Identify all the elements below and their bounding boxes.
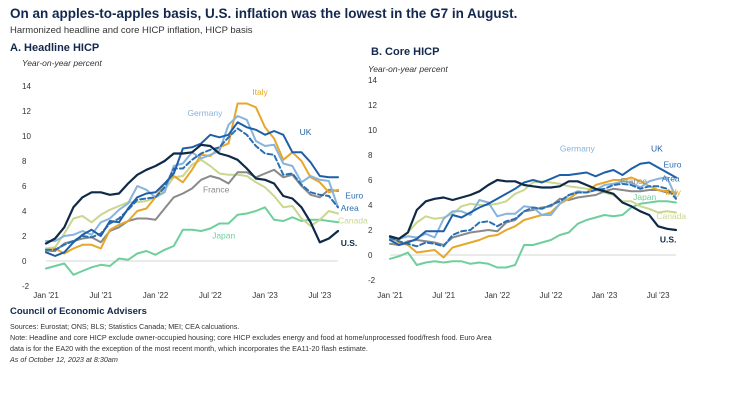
footer-note-line1: Note: Headline and core HICP exclude own… bbox=[10, 333, 492, 342]
b-ytick-label: 6 bbox=[368, 176, 373, 185]
a-series-line-france bbox=[45, 168, 339, 252]
panel-a-ylabel: Year-on-year percent bbox=[22, 58, 102, 68]
b-series-line-uk bbox=[389, 161, 677, 246]
a-ytick-label: 2 bbox=[22, 232, 27, 241]
b-series-label-france: France bbox=[621, 176, 648, 186]
b-ytick-label: 14 bbox=[368, 76, 377, 85]
a-xtick-label: Jul '22 bbox=[199, 291, 222, 300]
a-xtick-label: Jul '21 bbox=[89, 291, 112, 300]
a-ytick-label: 0 bbox=[22, 257, 27, 266]
b-series-label-canada: Canada bbox=[656, 211, 686, 221]
a-series-label-euro: Area bbox=[341, 203, 359, 213]
b-xtick-label: Jul '22 bbox=[539, 291, 562, 300]
footer-note-line2: data is for the EA20 with the exception … bbox=[10, 344, 368, 353]
panel-b-plot: -2 0 2 4 6 8 10 12 14 Jan '21 Jul '21 Jan '22 Jul '2… bbox=[368, 76, 686, 300]
b-ytick-label: 8 bbox=[368, 151, 373, 160]
b-xtick-label: Jan '21 bbox=[377, 291, 403, 300]
a-ytick-label: 4 bbox=[22, 207, 27, 216]
a-series-label-euro: Euro bbox=[345, 191, 363, 201]
a-series-label-uk: UK bbox=[300, 127, 312, 137]
a-series-label-germany: Germany bbox=[187, 108, 223, 118]
footer-sources: Sources: Eurostat; ONS; BLS; Statistics … bbox=[10, 322, 240, 331]
b-series-label-euro: Euro bbox=[663, 160, 681, 170]
a-series-line-japan bbox=[45, 206, 339, 276]
a-ytick-label: 10 bbox=[22, 132, 31, 141]
b-ytick-label: -2 bbox=[368, 276, 376, 285]
b-xtick-label: Jan '23 bbox=[592, 291, 618, 300]
a-series-label-italy: Italy bbox=[252, 87, 268, 97]
a-series-line-uk bbox=[45, 121, 339, 257]
b-series-label-italy: Italy bbox=[665, 187, 681, 197]
a-series-label-canada: Canada bbox=[338, 216, 368, 226]
panel-b-title: B. Core HICP bbox=[371, 46, 440, 58]
a-series-label-france: France bbox=[203, 184, 230, 194]
b-ytick-label: 2 bbox=[368, 226, 373, 235]
a-ytick-label: 8 bbox=[22, 157, 27, 166]
a-series-line-italy bbox=[45, 102, 339, 255]
a-ytick-label: 14 bbox=[22, 82, 31, 91]
a-series-label-japan: Japan bbox=[212, 231, 235, 241]
b-series-line-canada bbox=[389, 180, 677, 241]
a-series-line-us bbox=[44, 143, 340, 245]
b-series-label-uk: UK bbox=[651, 143, 663, 153]
b-series-line-euro bbox=[389, 182, 677, 248]
b-xtick-label: Jul '21 bbox=[432, 291, 455, 300]
a-xtick-label: Jan '22 bbox=[143, 291, 169, 300]
footer-date: As of October 12, 2023 at 8:30am bbox=[10, 355, 118, 364]
footer-organization: Council of Economic Advisers bbox=[10, 306, 147, 317]
b-series-label-us: U.S. bbox=[660, 235, 677, 245]
b-series-label-germany: Germany bbox=[560, 143, 596, 153]
a-xtick-label: Jan '21 bbox=[33, 291, 59, 300]
a-xtick-label: Jul '23 bbox=[308, 291, 331, 300]
a-series-line-euro bbox=[45, 127, 339, 251]
b-series-line-italy bbox=[389, 176, 677, 259]
a-series-line-canada bbox=[45, 158, 339, 250]
b-series-line-france bbox=[389, 187, 677, 246]
a-ytick-label: 12 bbox=[22, 107, 31, 116]
b-series-line-us bbox=[388, 178, 678, 240]
b-xtick-label: Jul '23 bbox=[647, 291, 670, 300]
b-series-label-euro: Area bbox=[662, 173, 680, 183]
b-xtick-label: Jan '22 bbox=[484, 291, 510, 300]
b-ytick-label: 4 bbox=[368, 201, 373, 210]
b-series-line-japan bbox=[389, 200, 677, 269]
b-ytick-label: 10 bbox=[368, 126, 377, 135]
a-ytick-label: -2 bbox=[22, 282, 30, 291]
b-ytick-label: 12 bbox=[368, 101, 377, 110]
panel-a-plot: -2 0 2 4 6 8 10 12 14 Jan '21 Jul '21 Jan '22 Jul '2… bbox=[22, 82, 368, 300]
a-xtick-label: Jan '23 bbox=[252, 291, 278, 300]
chart-subtitle: Harmonized headline and core HICP inflat… bbox=[10, 25, 253, 36]
a-series-label-us: U.S. bbox=[341, 238, 358, 248]
b-series-label-japan: Japan bbox=[633, 192, 656, 202]
panel-b-ylabel: Year-on-year percent bbox=[368, 64, 448, 74]
panel-a-title: A. Headline HICP bbox=[10, 42, 100, 54]
a-ytick-label: 6 bbox=[22, 182, 27, 191]
chart-title: On an apples-to-apples basis, U.S. infla… bbox=[10, 6, 518, 21]
b-ytick-label: 0 bbox=[368, 251, 373, 260]
